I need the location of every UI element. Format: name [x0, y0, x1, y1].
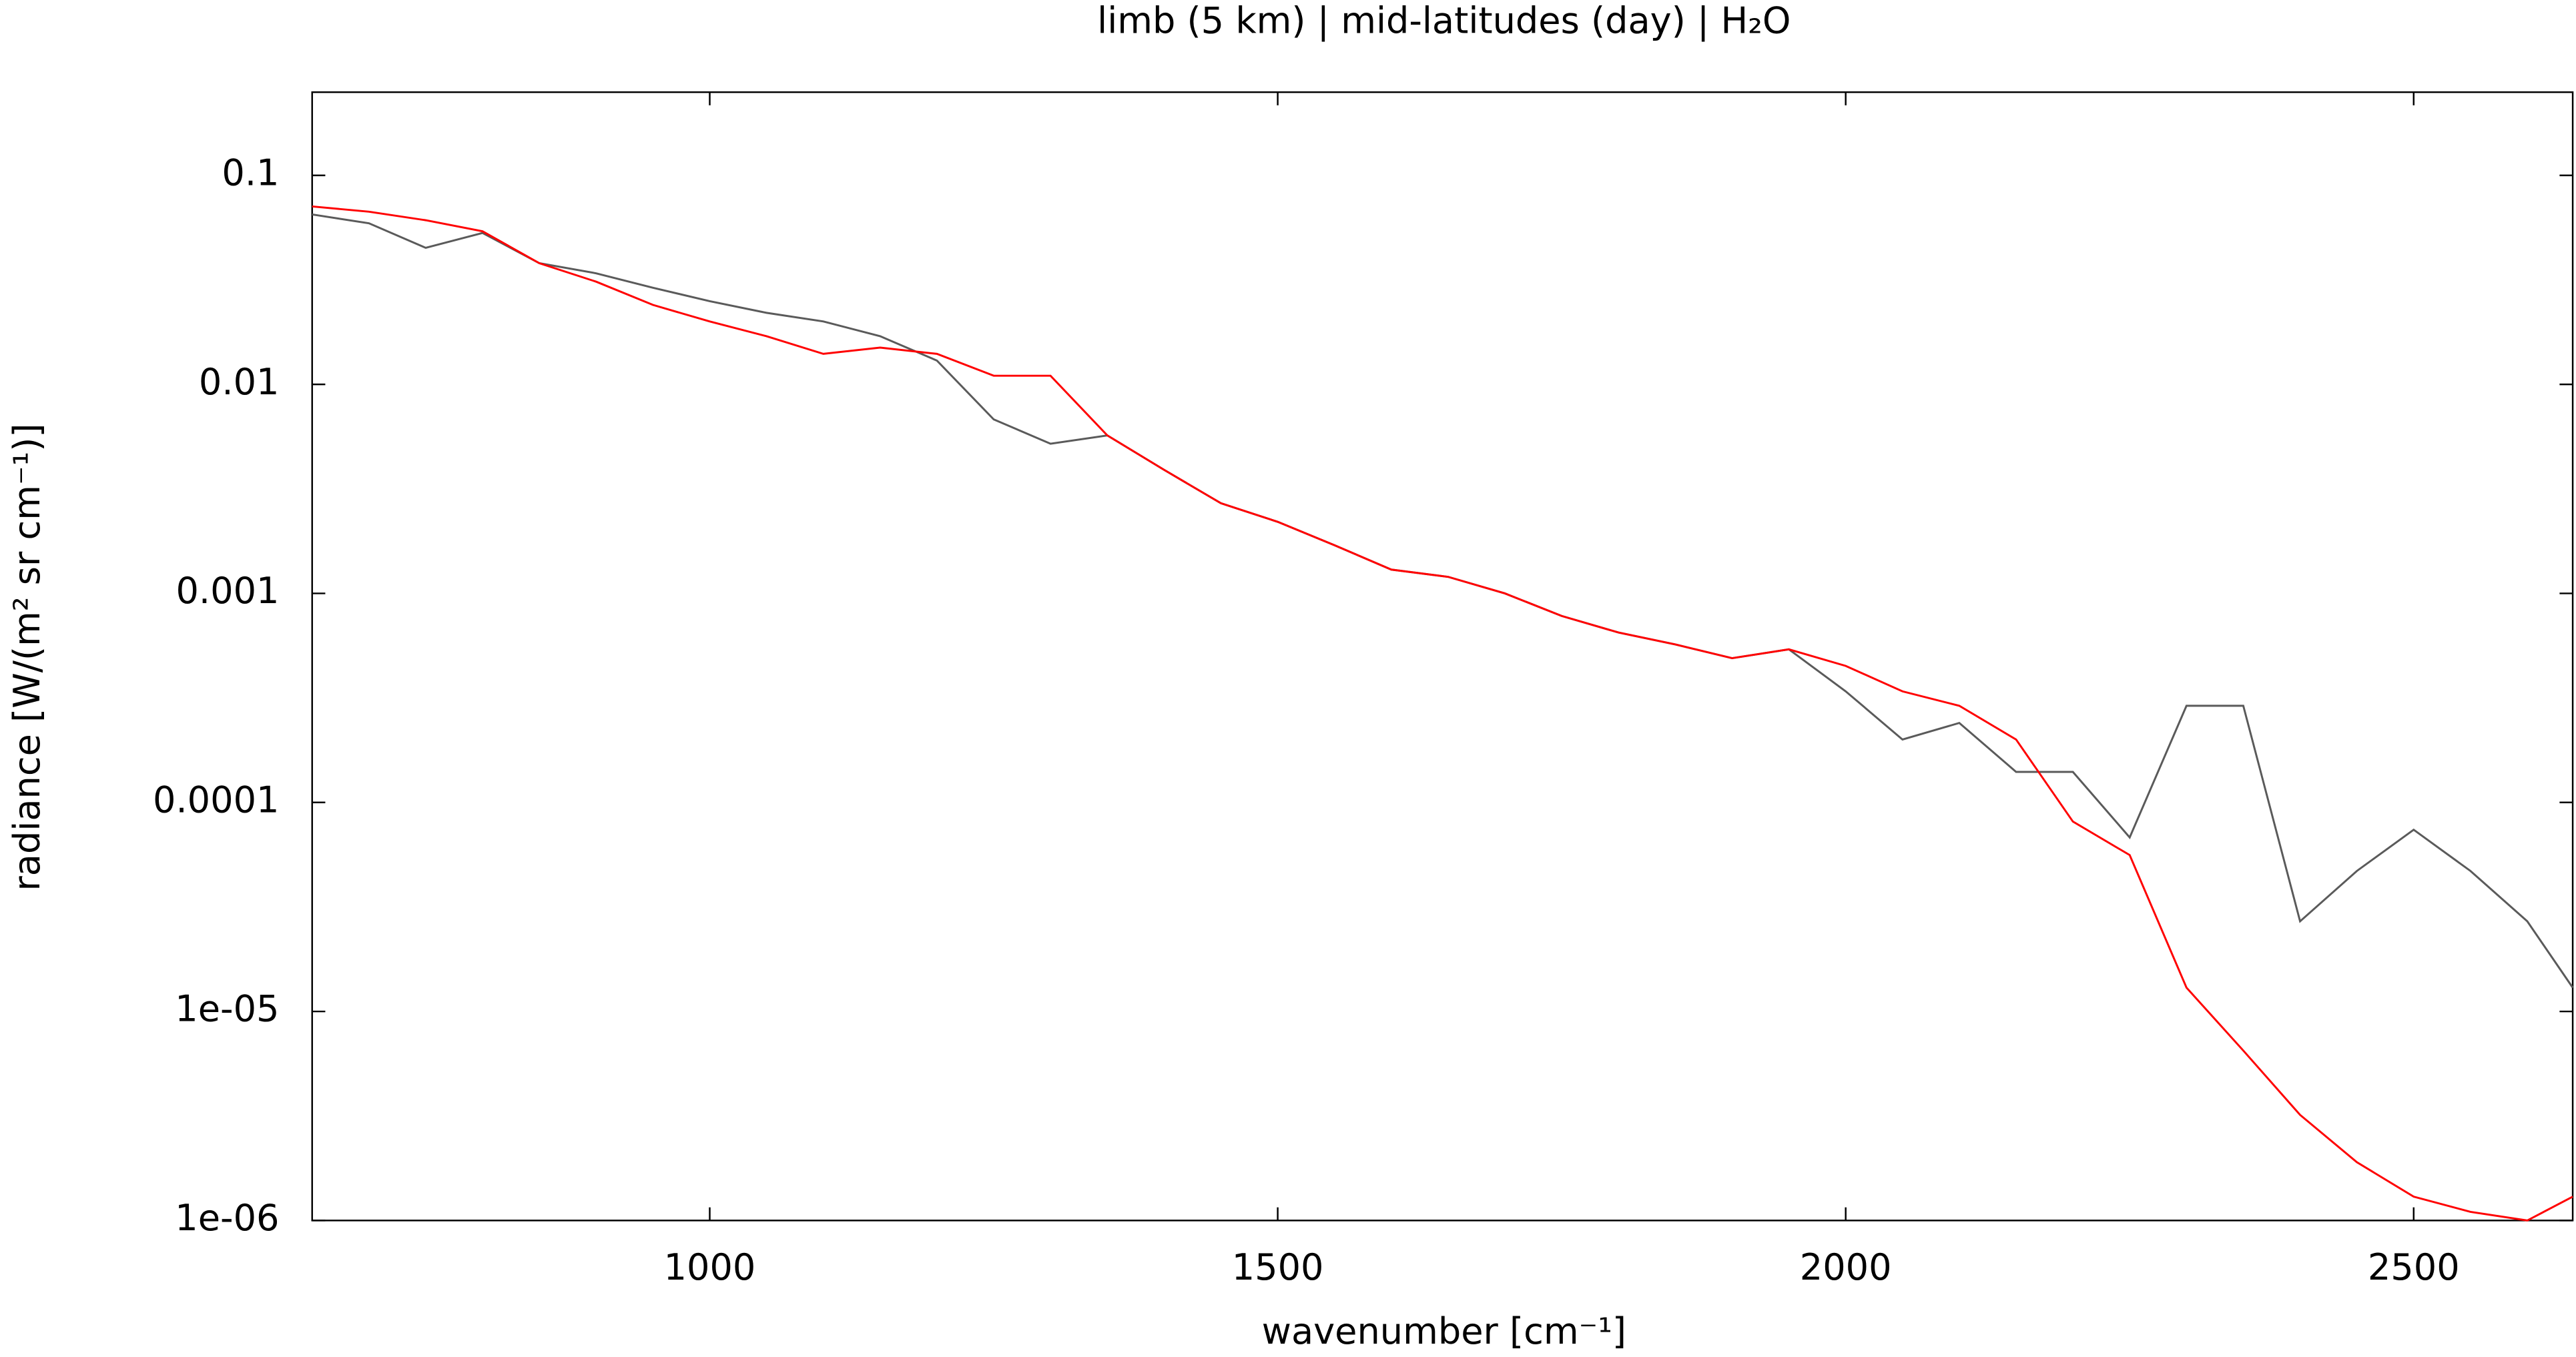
x-axis-label: wavenumber [cm⁻¹] [1262, 1310, 1626, 1352]
y-tick-label: 0.01 [199, 361, 280, 403]
x-tick-label: 1000 [664, 1246, 756, 1288]
y-tick-label: 1e-05 [175, 988, 279, 1030]
spectrum-line [312, 213, 2574, 989]
y-tick-label: 0.001 [176, 570, 279, 612]
x-tick-label: 1500 [1232, 1246, 1324, 1288]
y-tick-label: 0.0001 [153, 779, 279, 821]
spectrum-line [312, 205, 2573, 1222]
y-tick-label: 0.1 [222, 151, 279, 193]
x-tick-label: 2500 [2368, 1246, 2460, 1288]
chart-title: limb (5 km) | mid-latitudes (day) | H₂O [1097, 0, 1791, 41]
y-tick-label: 1e-06 [175, 1197, 279, 1239]
plot-frame [311, 91, 2574, 1222]
y-axis-label: radiance [W/(m² sr cm⁻¹)] [6, 423, 48, 891]
x-tick-label: 2000 [1800, 1246, 1892, 1288]
